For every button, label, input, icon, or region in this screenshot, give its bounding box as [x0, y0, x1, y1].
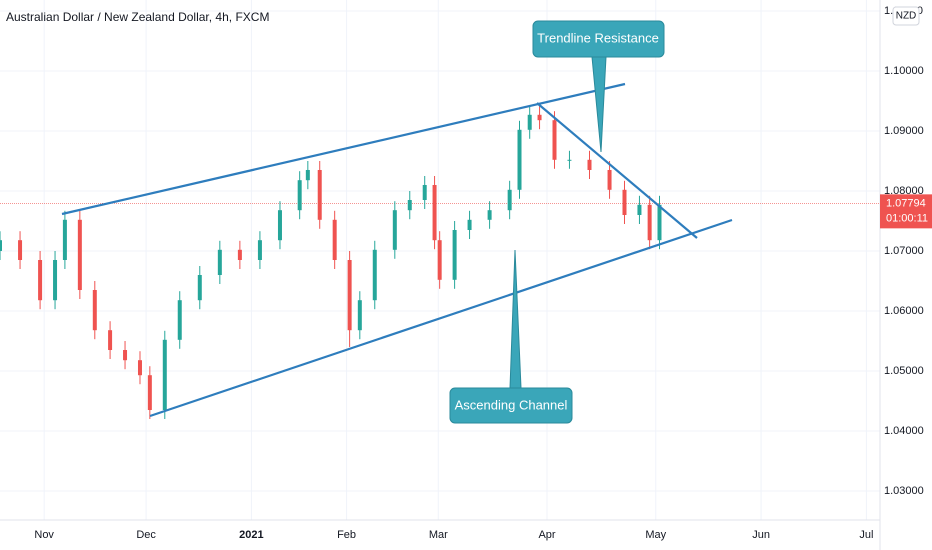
candle-body	[38, 260, 43, 301]
candle-body	[123, 350, 128, 361]
candle-body	[517, 129, 522, 190]
last-price-label: 1.07794	[886, 197, 926, 209]
currency-button[interactable]	[892, 6, 920, 26]
x-tick-label: Apr	[538, 529, 555, 541]
x-tick-label: Nov	[34, 529, 54, 541]
candle-body	[587, 159, 592, 170]
candle-body	[297, 180, 302, 211]
candle-body	[77, 219, 82, 291]
candle-body	[637, 204, 642, 215]
candle-body	[392, 210, 397, 250]
x-tick-label: Feb	[337, 529, 356, 541]
callout-channel: Ascending Channel	[449, 249, 573, 424]
y-tick-label: 1.09000	[884, 125, 924, 137]
candle-body	[18, 240, 23, 260]
candle-body	[507, 189, 512, 211]
candle-body	[452, 229, 457, 280]
candle-body	[277, 210, 282, 241]
callout-box	[532, 20, 665, 58]
candle-body	[332, 219, 337, 260]
candle-body	[147, 375, 152, 411]
candle-body	[657, 204, 662, 241]
candle-body	[53, 260, 58, 301]
y-tick-label: 1.03000	[884, 485, 924, 497]
candle-body	[422, 184, 427, 200]
candle-body	[622, 189, 627, 215]
y-tick-label: 1.05000	[884, 365, 924, 377]
candle-body	[317, 169, 322, 220]
resistance-line	[536, 102, 698, 239]
callout-label: Ascending Channel	[455, 397, 568, 412]
candle-body	[137, 360, 142, 376]
candle-body	[357, 300, 362, 331]
candle-body	[552, 120, 557, 160]
candle-body	[487, 210, 492, 220]
candle-body	[647, 204, 652, 241]
y-tick-label: 1.04000	[884, 425, 924, 437]
candle-body	[305, 169, 310, 181]
candle-body	[177, 300, 182, 340]
callout-box	[449, 387, 573, 424]
candle-body	[237, 249, 242, 260]
candle-body	[432, 184, 437, 241]
last-price-box	[880, 194, 932, 229]
candle-body	[257, 240, 262, 260]
y-tick-label: 1.07000	[884, 245, 924, 257]
x-tick-label: Mar	[429, 529, 448, 541]
candle-body	[567, 159, 572, 161]
candle-body	[527, 114, 532, 130]
candle-body	[407, 199, 412, 211]
chart-title: Australian Dollar / New Zealand Dollar, …	[6, 10, 269, 24]
x-tick-label: Jul	[859, 529, 873, 541]
candle-body	[92, 290, 97, 331]
y-tick-label: 1.06000	[884, 305, 924, 317]
candle-body	[537, 114, 542, 121]
candle-body	[197, 275, 202, 301]
candle-body	[607, 169, 612, 190]
x-tick-label: 2021	[239, 529, 263, 541]
callout-resistance: Trendline Resistance	[532, 20, 665, 153]
y-tick-label: 1.08000	[884, 185, 924, 197]
candle-body	[372, 249, 377, 301]
currency-label[interactable]: NZD	[896, 11, 917, 22]
candle-body	[108, 330, 113, 351]
channel-lower	[149, 218, 733, 418]
channel-upper	[61, 82, 626, 216]
y-tick-label: 1.10000	[884, 65, 924, 77]
candle-body	[347, 260, 352, 331]
candle-body	[467, 219, 472, 230]
x-tick-label: Jun	[752, 529, 770, 541]
candle-body	[62, 219, 67, 260]
candle-body	[437, 240, 442, 280]
callout-label: Trendline Resistance	[537, 30, 659, 45]
candle-body	[0, 240, 2, 251]
x-tick-label: May	[645, 529, 666, 541]
x-tick-label: Dec	[136, 529, 156, 541]
candle-body	[162, 339, 167, 411]
candle-body	[217, 249, 222, 276]
countdown-label: 01:00:11	[886, 212, 928, 224]
candles	[0, 105, 662, 420]
